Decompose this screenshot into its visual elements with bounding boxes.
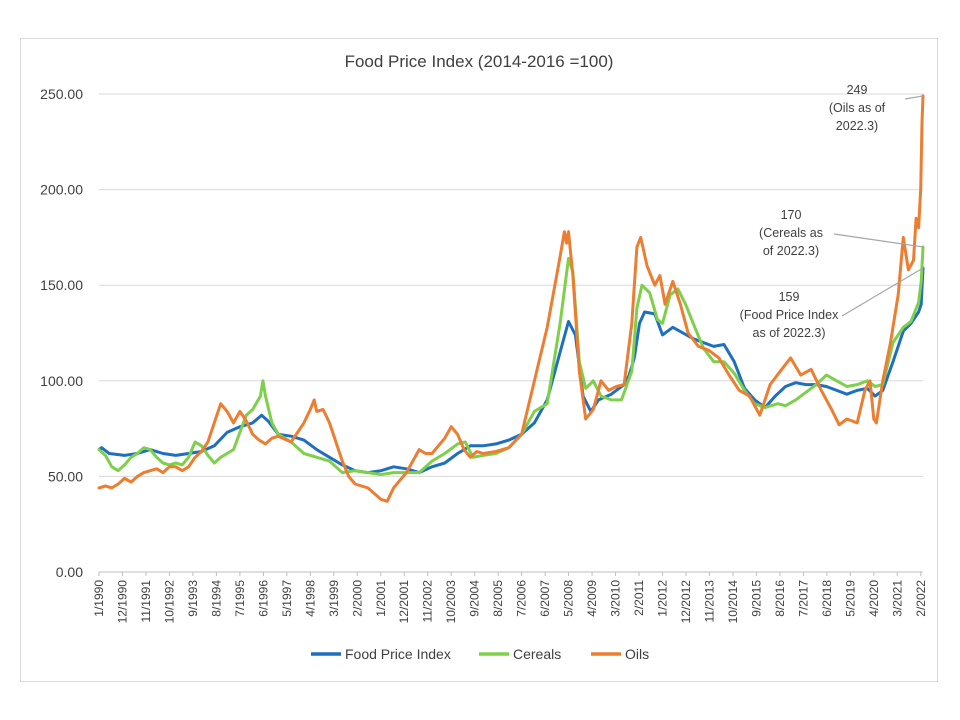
x-tick-label: 7/2006	[515, 580, 529, 617]
x-tick-label: 3/2021	[890, 580, 904, 617]
chart-frame: Food Price Index (2014-2016 =100) 0.00 50…	[20, 38, 938, 682]
x-tick-label: 1/1990	[92, 580, 106, 617]
annotation-text: 159	[779, 290, 800, 304]
x-tick-label: 5/2019	[843, 580, 857, 617]
legend-label: Cereals	[513, 646, 561, 662]
x-tick-label: 6/2007	[538, 580, 552, 617]
y-tick-label: 100.00	[40, 373, 83, 389]
legend-label: Oils	[625, 646, 649, 662]
chart-title: Food Price Index (2014-2016 =100)	[345, 52, 614, 71]
annotation-leader	[833, 233, 924, 248]
x-tick-label: 7/1995	[233, 580, 247, 617]
x-tick-label: 6/1996	[256, 580, 270, 617]
annotation-text: (Cereals as	[759, 226, 823, 240]
x-tick-label: 2/2011	[632, 580, 646, 616]
y-tick-label: 0.00	[56, 564, 83, 580]
annotation-leader	[904, 95, 924, 100]
y-tick-label: 50.00	[48, 468, 83, 484]
x-tick-label: 9/1993	[186, 580, 200, 617]
x-tick-label: 8/1994	[209, 580, 223, 617]
x-tick-label: 11/2013	[702, 580, 716, 623]
annotation-text: 2022.3)	[836, 119, 878, 133]
x-tick-label: 11/2002	[421, 580, 435, 623]
x-tick-label: 10/1992	[162, 580, 176, 624]
x-tick-label: 4/1998	[303, 580, 317, 617]
x-tick-label: 9/2004	[468, 580, 482, 617]
x-tick-label: 9/2015	[749, 580, 763, 617]
x-tick-label: 5/2008	[562, 580, 576, 617]
legend-label: Food Price Index	[345, 646, 451, 662]
annotation-text: of 2022.3)	[763, 244, 819, 258]
x-tick-label: 8/2016	[773, 580, 787, 617]
series-line-oils	[97, 94, 925, 503]
x-tick-label: 12/1990	[115, 580, 129, 624]
x-tick-label: 5/1997	[280, 580, 294, 617]
x-tick-label: 12/2012	[679, 580, 693, 624]
annotation-text: (Food Price Index	[740, 308, 839, 322]
x-tick-label: 12/2001	[397, 580, 411, 624]
y-tick-label: 150.00	[40, 277, 83, 293]
x-tick-label: 10/2003	[444, 580, 458, 624]
y-tick-label: 250.00	[40, 86, 83, 102]
annotation-text: (Oils as of	[829, 101, 886, 115]
x-tick-label: 8/2005	[491, 580, 505, 617]
x-tick-label: 10/2014	[726, 580, 740, 624]
x-tick-label: 11/1991	[139, 580, 153, 623]
x-tick-label: 3/2010	[609, 580, 623, 617]
x-tick-label: 1/2012	[656, 580, 670, 617]
annotation-leader	[841, 267, 924, 317]
x-tick-label: 7/2017	[796, 580, 810, 617]
line-chart: Food Price Index (2014-2016 =100) 0.00 50…	[40, 52, 928, 662]
x-tick-label: 2/2022	[914, 580, 928, 617]
x-tick-label: 4/2009	[585, 580, 599, 617]
annotation-text: as of 2022.3)	[753, 326, 826, 340]
y-tick-label: 200.00	[40, 182, 83, 198]
x-tick-label: 2/2000	[350, 580, 364, 617]
annotation-text: 249	[847, 83, 868, 97]
x-tick-label: 4/2020	[867, 580, 881, 617]
x-tick-label: 3/1999	[327, 580, 341, 617]
x-tick-label: 6/2018	[820, 580, 834, 617]
x-tick-label: 1/2001	[374, 580, 388, 617]
annotation-text: 170	[781, 208, 802, 222]
